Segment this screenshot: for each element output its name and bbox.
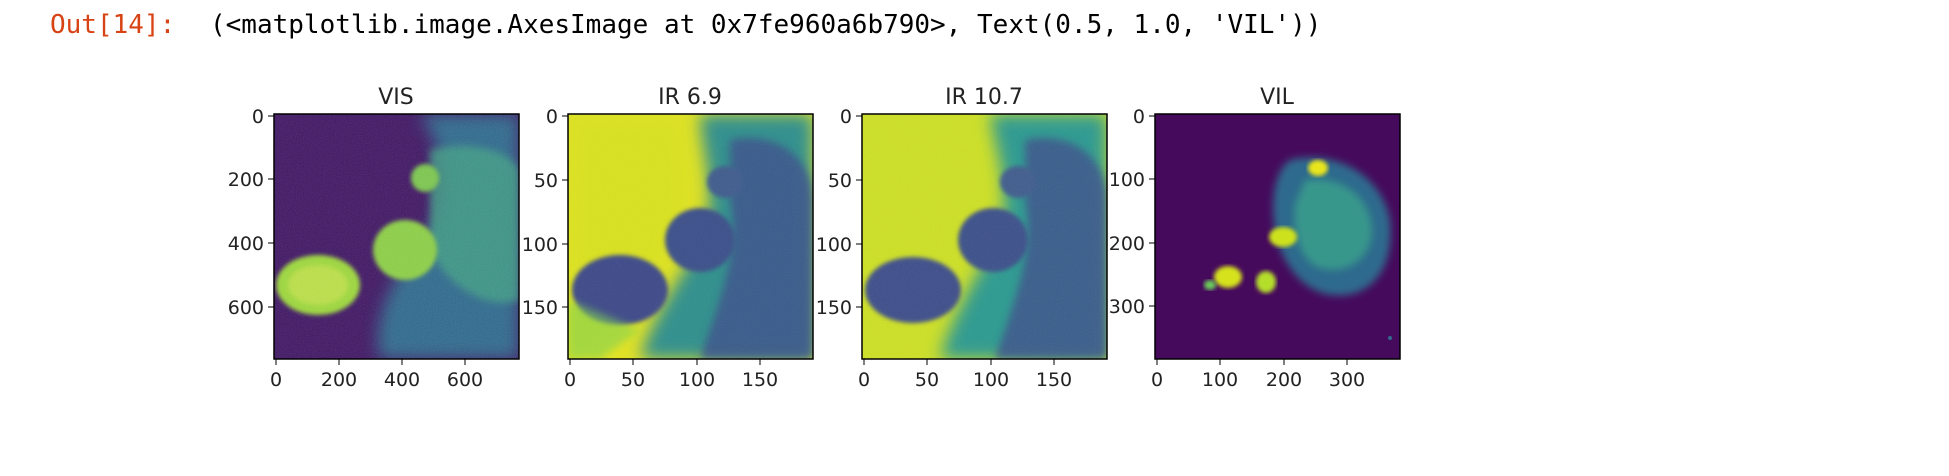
ytick-label: 100 (1109, 169, 1145, 191)
ytick-label: 50 (828, 170, 852, 192)
ytick-label: 100 (816, 234, 852, 256)
ytick-label: 0 (546, 106, 558, 128)
ytick-label: 100 (522, 234, 558, 256)
xtick-label: 200 (1266, 369, 1302, 391)
xtick-label: 150 (742, 369, 778, 391)
panel-ir69: IR 6.9 0 50 100 150 (522, 85, 814, 391)
ytick-label: 600 (228, 297, 264, 319)
panel-title-ir107: IR 10.7 (945, 85, 1023, 110)
xtick-label: 0 (1151, 369, 1163, 391)
xtick-label: 150 (1036, 369, 1072, 391)
xtick-label: 0 (270, 369, 282, 391)
xtick-label: 100 (679, 369, 715, 391)
panel-vis: VIS 0 200 400 600 (228, 85, 520, 391)
ytick-label: 150 (816, 297, 852, 319)
image-vis (274, 114, 519, 359)
image-ir69 (568, 114, 813, 359)
xtick-label: 300 (1329, 369, 1365, 391)
ytick-label: 50 (534, 170, 558, 192)
image-ir107 (862, 114, 1107, 359)
ytick-label: 0 (1133, 106, 1145, 128)
xtick-label: 100 (1202, 369, 1238, 391)
xtick-label: 600 (447, 369, 483, 391)
panel-vil: VIL 0 100 200 300 (1109, 85, 1401, 391)
panel-title-vis: VIS (378, 85, 414, 110)
panel-title-ir69: IR 6.9 (658, 85, 722, 110)
xtick-label: 50 (621, 369, 645, 391)
panel-title-vil: VIL (1260, 85, 1295, 110)
xtick-label: 100 (973, 369, 1009, 391)
ytick-label: 200 (1109, 233, 1145, 255)
ytick-label: 300 (1109, 296, 1145, 318)
ytick-label: 150 (522, 297, 558, 319)
ytick-label: 200 (228, 169, 264, 191)
xtick-label: 200 (321, 369, 357, 391)
output-text: (<matplotlib.image.AxesImage at 0x7fe960… (210, 10, 1322, 40)
xtick-label: 0 (858, 369, 870, 391)
panel-ir107: IR 10.7 0 50 100 150 0 (816, 85, 1108, 391)
ytick-label: 0 (252, 106, 264, 128)
xtick-label: 400 (384, 369, 420, 391)
xtick-label: 0 (564, 369, 576, 391)
output-prompt: Out[14]: (50, 10, 176, 40)
ytick-label: 0 (840, 106, 852, 128)
ytick-label: 400 (228, 233, 264, 255)
image-vil (1155, 114, 1400, 359)
xtick-label: 50 (915, 369, 939, 391)
